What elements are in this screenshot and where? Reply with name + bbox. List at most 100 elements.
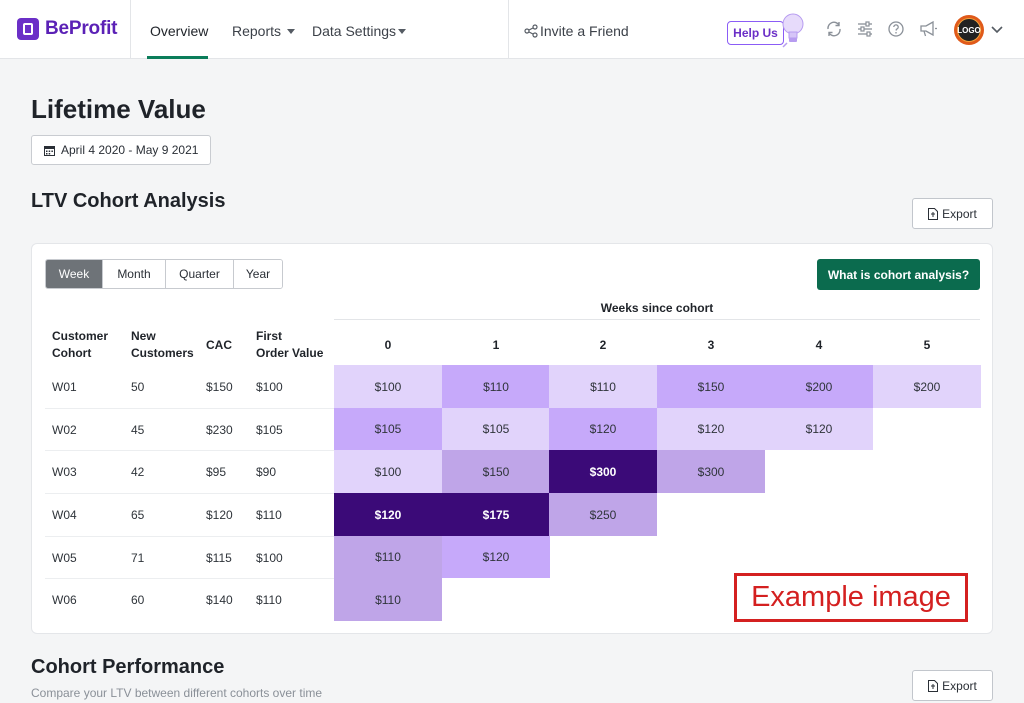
cac-cell: $95: [206, 465, 227, 479]
heatmap-cell: $150: [657, 365, 765, 408]
performance-section-title: Cohort Performance: [31, 656, 225, 678]
heatmap-cell: $200: [765, 365, 873, 408]
first-order-value-cell: $100: [256, 551, 283, 565]
header-first-order-value-line1: First: [256, 329, 283, 343]
page-title: Lifetime Value: [31, 94, 206, 124]
cohort-section-title: LTV Cohort Analysis: [31, 190, 226, 212]
help-circle-icon[interactable]: [887, 20, 905, 38]
chevron-down-icon[interactable]: [991, 26, 1003, 34]
nav-data-settings-dropdown[interactable]: Data Settings: [312, 23, 407, 39]
new-customers-cell: 60: [131, 593, 145, 607]
avatar[interactable]: LOGO: [954, 15, 984, 45]
nav-divider: [130, 0, 131, 58]
what-is-cohort-analysis-button[interactable]: What is cohort analysis?: [817, 259, 980, 290]
heatmap-cell: $120: [549, 408, 657, 450]
cohort-cell: W05: [52, 551, 77, 565]
header-new-customers: New Customers: [131, 328, 194, 362]
first-order-value-cell: $110: [256, 593, 282, 607]
weeks-since-cohort-label: Weeks since cohort: [600, 301, 714, 315]
period-tab-month[interactable]: Month: [103, 260, 166, 288]
row-divider: [45, 536, 334, 537]
cohort-cell: W03: [52, 465, 77, 479]
lightbulb-icon: [782, 13, 804, 48]
heatmap-cell: $150: [442, 450, 550, 493]
row-divider: [45, 408, 334, 409]
week-header-4: 4: [815, 338, 823, 352]
heatmap-cell: $110: [334, 578, 442, 621]
caret-down-icon: [398, 28, 407, 34]
new-customers-cell: 65: [131, 508, 145, 522]
heatmap-cell: $100: [334, 365, 442, 408]
header-customer-cohort: Customer Cohort: [52, 328, 108, 362]
help-us-button[interactable]: Help Us: [727, 21, 784, 45]
active-tab-indicator: [147, 56, 208, 59]
performance-export-button[interactable]: Export: [912, 670, 993, 701]
header-new-customers-line1: New: [131, 329, 156, 343]
heatmap-cell: $300: [549, 450, 657, 493]
cohort-cell: W06: [52, 593, 77, 607]
header-cac: CAC: [206, 338, 232, 352]
nav-reports-dropdown[interactable]: Reports: [232, 23, 296, 39]
period-tab-year[interactable]: Year: [234, 260, 282, 288]
new-customers-cell: 45: [131, 423, 145, 437]
header-customer-cohort-line1: Customer: [52, 329, 109, 343]
cac-cell: $150: [206, 380, 233, 394]
heatmap-cell: $105: [442, 408, 550, 450]
weeks-header-divider: [334, 319, 980, 320]
brand-name: BeProfit: [45, 18, 118, 39]
sliders-icon[interactable]: [856, 20, 874, 38]
megaphone-icon[interactable]: [918, 20, 938, 38]
invite-friend-link[interactable]: Invite a Friend: [524, 23, 629, 39]
first-order-value-cell: $105: [256, 423, 283, 437]
performance-section-subtitle: Compare your LTV between different cohor…: [31, 686, 323, 700]
heatmap-cell: $100: [334, 450, 442, 493]
heatmap-cell: $110: [549, 365, 657, 408]
nav-reports-label: Reports: [232, 23, 282, 39]
heatmap-cell: $105: [334, 408, 442, 450]
file-export-icon: [928, 207, 939, 220]
header-customer-cohort-line2: Cohort: [52, 346, 92, 360]
cohort-export-button[interactable]: Export: [912, 198, 993, 229]
date-range-picker[interactable]: April 4 2020 - May 9 2021: [31, 135, 211, 165]
nav-divider: [508, 0, 509, 58]
cohort-export-label: Export: [942, 206, 977, 221]
beprofit-logo-icon: [17, 18, 39, 40]
header-first-order-value: First Order Value: [256, 328, 323, 362]
heatmap-cell: $110: [334, 536, 442, 578]
cac-cell: $230: [206, 423, 233, 437]
top-navigation-bar: BeProfit Overview Reports Data Settings …: [0, 0, 1024, 59]
week-header-3: 3: [707, 338, 715, 352]
new-customers-cell: 42: [131, 465, 145, 479]
cohort-card: Week Month Quarter Year What is cohort a…: [31, 243, 993, 634]
header-first-order-value-line2: Order Value: [256, 346, 324, 360]
row-divider: [45, 450, 334, 451]
invite-friend-label: Invite a Friend: [540, 23, 629, 39]
share-icon: [524, 24, 538, 38]
week-header-1: 1: [492, 338, 500, 352]
heatmap-cell: $120: [657, 408, 765, 450]
cac-cell: $120: [206, 508, 233, 522]
heatmap-cell: $110: [442, 365, 550, 408]
heatmap-cell: $120: [442, 536, 550, 578]
avatar-logo-text: LOGO: [957, 18, 981, 42]
calendar-icon: [44, 145, 55, 156]
first-order-value-cell: $110: [256, 508, 282, 522]
period-segmented-control: Week Month Quarter Year: [45, 259, 283, 289]
week-header-2: 2: [599, 338, 607, 352]
period-tab-quarter[interactable]: Quarter: [166, 260, 234, 288]
nav-data-settings-label: Data Settings: [312, 23, 397, 39]
refresh-icon[interactable]: [825, 20, 843, 38]
cohort-cell: W04: [52, 508, 77, 522]
nav-overview[interactable]: Overview: [150, 23, 208, 39]
date-range-label: April 4 2020 - May 9 2021: [61, 143, 199, 157]
heatmap-cell: $120: [334, 493, 442, 536]
file-export-icon: [928, 679, 939, 692]
heatmap-cell: $175: [442, 493, 550, 536]
heatmap-cell: $200: [873, 365, 981, 408]
row-divider: [45, 493, 334, 494]
heatmap-cell: $120: [765, 408, 873, 450]
first-order-value-cell: $90: [256, 465, 277, 479]
period-tab-week[interactable]: Week: [46, 260, 103, 288]
brand-logo[interactable]: BeProfit: [17, 18, 117, 40]
cohort-cell: W02: [52, 423, 77, 437]
